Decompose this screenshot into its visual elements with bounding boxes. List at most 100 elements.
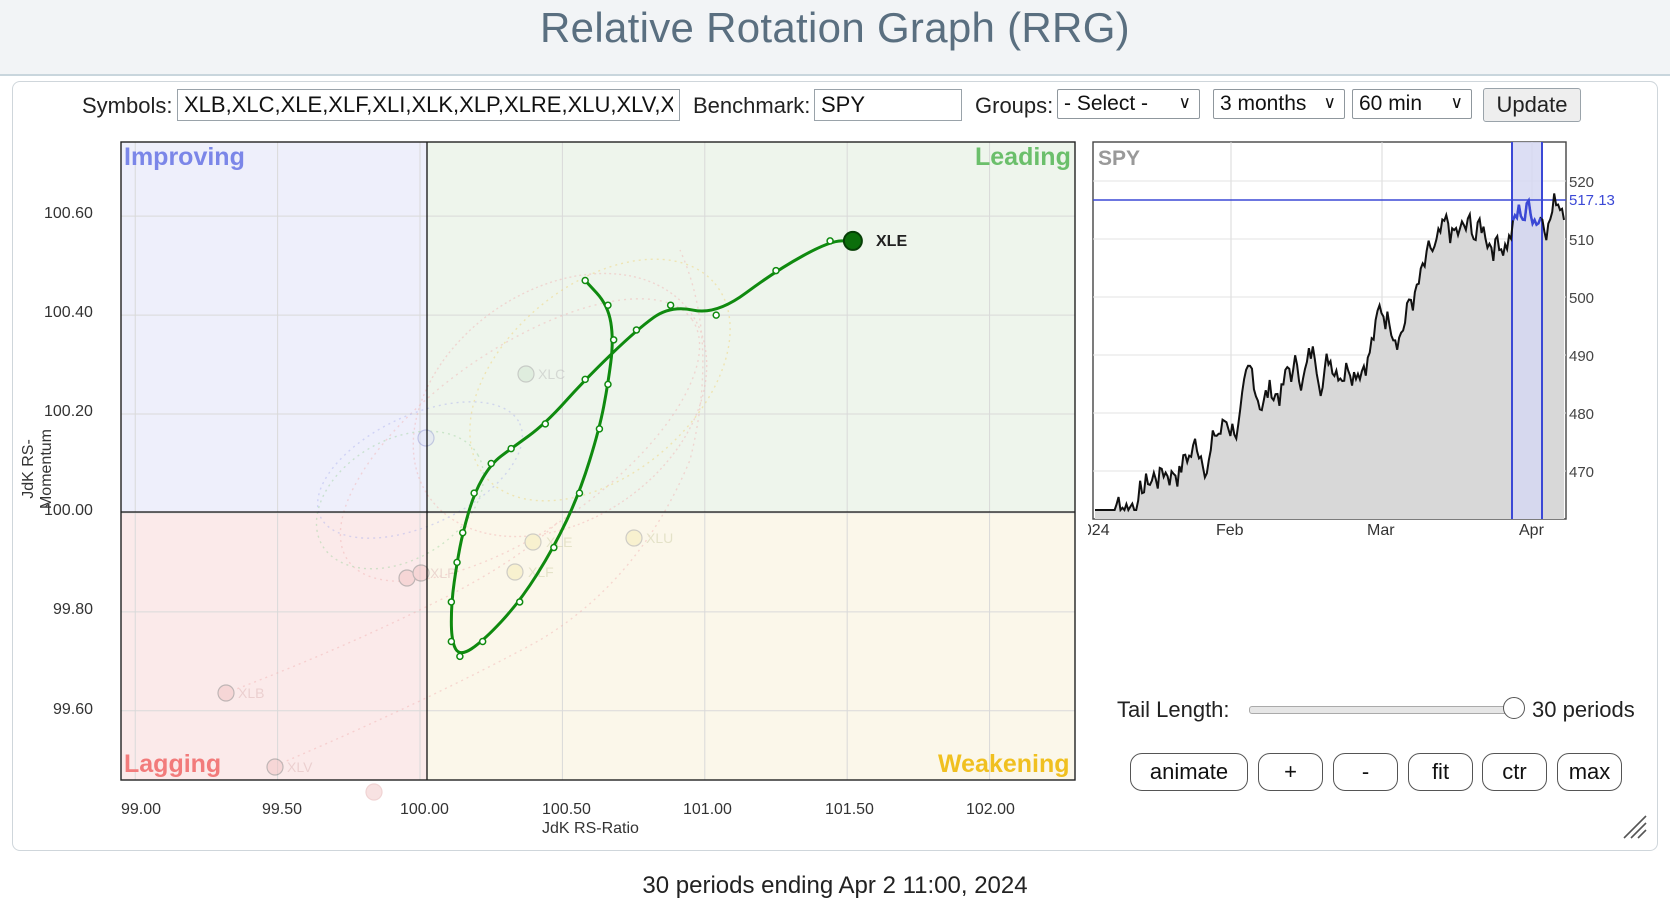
svg-text:Feb: Feb [1216, 522, 1244, 539]
lagging-label: Lagging [124, 750, 222, 778]
range-select[interactable]: 3 months ∨ [1213, 89, 1345, 119]
svg-text:480: 480 [1569, 406, 1594, 423]
xle-tail-line [449, 239, 853, 655]
svg-text:XLC: XLC [538, 366, 565, 382]
svg-text:510: 510 [1569, 232, 1594, 249]
xle-tail-point [604, 380, 612, 389]
xle-tail-point [826, 237, 834, 245]
tail-length-label: Tail Length: [1117, 697, 1230, 722]
xle-current-point [842, 230, 863, 251]
zoom-in-button[interactable]: + [1258, 753, 1323, 791]
benchmark-price-chart: SPY 520 510 500 490 480 470 517.13 2024 … [1088, 141, 1615, 539]
title-bar: Relative Rotation Graph (RRG) [0, 0, 1670, 76]
xle-tail-point [609, 336, 618, 344]
svg-text:490: 490 [1569, 348, 1594, 365]
zoom-out-button[interactable]: - [1333, 753, 1398, 791]
plot-frame [120, 141, 1076, 781]
benchmark-label: Benchmark: [693, 93, 811, 118]
svg-text:XLP: XLP [430, 565, 456, 581]
xle-tail-point [470, 489, 478, 497]
improving-quadrant [121, 142, 427, 512]
svg-text:500: 500 [1569, 290, 1594, 307]
svg-text:Apr: Apr [1519, 522, 1545, 539]
tail-length-slider-handle[interactable] [1503, 697, 1525, 719]
xle-tail-point [507, 444, 515, 453]
symbols-input[interactable] [177, 89, 680, 121]
svg-text:XLU: XLU [646, 530, 673, 546]
xle-tail-point [447, 598, 456, 606]
x-tick-label: 102.00 [966, 801, 1015, 818]
xle-tail-point [478, 637, 487, 646]
xle-tail-point [595, 425, 604, 433]
x-tick-label: 99.00 [121, 801, 162, 818]
xle-tail [447, 230, 863, 661]
xle-tail-point [550, 543, 558, 552]
svg-text:XLB: XLB [238, 685, 264, 701]
xle-tail-point [604, 301, 612, 309]
lagging-quadrant [121, 512, 427, 780]
svg-text:Mar: Mar [1367, 522, 1395, 539]
svg-text:470: 470 [1569, 464, 1594, 481]
y-tick-label: 99.60 [53, 701, 94, 718]
xle-tail-point [541, 420, 550, 428]
y-axis-title: JdK RS-Momentum [20, 428, 55, 510]
y-tick-label: 100.00 [44, 502, 93, 519]
xle-tail-point [487, 459, 495, 468]
x-tick-label: 101.00 [683, 801, 732, 818]
max-button[interactable]: max [1557, 753, 1622, 791]
animate-button[interactable]: animate [1130, 753, 1248, 791]
leading-label: Leading [975, 143, 1071, 171]
period-footer: 30 periods ending Apr 2 11:00, 2024 [642, 872, 1028, 899]
xle-tail-point [581, 276, 589, 285]
groups-select[interactable]: - Select - ∨ [1057, 89, 1200, 119]
xle-label: XLE [876, 233, 907, 250]
xle-tail-point [772, 266, 780, 275]
y-tick-label: 100.40 [44, 304, 93, 321]
range-select-value: 3 months [1220, 92, 1307, 115]
xle-tail-point [456, 652, 464, 661]
weakening-label: Weakening [938, 750, 1070, 778]
xle-tail-point [581, 375, 589, 384]
chevron-down-icon: ∨ [1178, 93, 1191, 112]
chevron-down-icon: ∨ [1323, 93, 1336, 112]
svg-text:XLV: XLV [287, 759, 313, 775]
resize-handle-icon[interactable] [1620, 812, 1650, 842]
page-title: Relative Rotation Graph (RRG) [540, 4, 1130, 51]
interval-select[interactable]: 60 min ∨ [1352, 89, 1472, 119]
xle-tail-point [453, 558, 461, 567]
x-tick-label: 99.50 [262, 801, 303, 818]
weakening-quadrant [427, 512, 1075, 780]
interval-select-value: 60 min [1359, 92, 1423, 115]
x-tick-label: 100.00 [400, 801, 449, 818]
leading-quadrant [427, 142, 1075, 512]
xle-tail-point [666, 301, 675, 309]
symbols-label: Symbols: [82, 93, 173, 118]
xle-tail-point [447, 637, 456, 646]
benchmark-chart-label: SPY [1098, 147, 1140, 170]
benchmark-input[interactable] [814, 89, 962, 121]
x-tick-label: 100.50 [542, 801, 591, 818]
fit-button[interactable]: fit [1408, 753, 1473, 791]
xle-tail-point [575, 489, 584, 497]
last-price-label: 517.13 [1569, 192, 1615, 209]
svg-text:2024: 2024 [1088, 522, 1110, 539]
xle-tail-point [458, 528, 467, 537]
y-tick-label: 99.80 [53, 601, 94, 618]
center-button[interactable]: ctr [1482, 753, 1547, 791]
xle-tail-point [632, 326, 641, 334]
groups-select-value: - Select - [1064, 92, 1149, 115]
update-button[interactable]: Update [1483, 88, 1581, 122]
faded-tails: XLC XLE XLF XLU XLV XLB XLP [217, 249, 731, 801]
tail-length-value: 30 periods [1532, 697, 1635, 722]
svg-text:520: 520 [1569, 174, 1594, 191]
tail-length-track[interactable] [1249, 706, 1516, 714]
xle-tail-point [712, 311, 720, 319]
chevron-down-icon: ∨ [1450, 93, 1463, 112]
improving-label: Improving [124, 143, 245, 171]
y-tick-label: 100.60 [44, 205, 93, 222]
groups-label: Groups: [975, 93, 1054, 118]
xle-tail-point [515, 598, 524, 606]
y-tick-label: 100.20 [44, 403, 93, 420]
x-axis-title: JdK RS-Ratio [542, 820, 639, 837]
